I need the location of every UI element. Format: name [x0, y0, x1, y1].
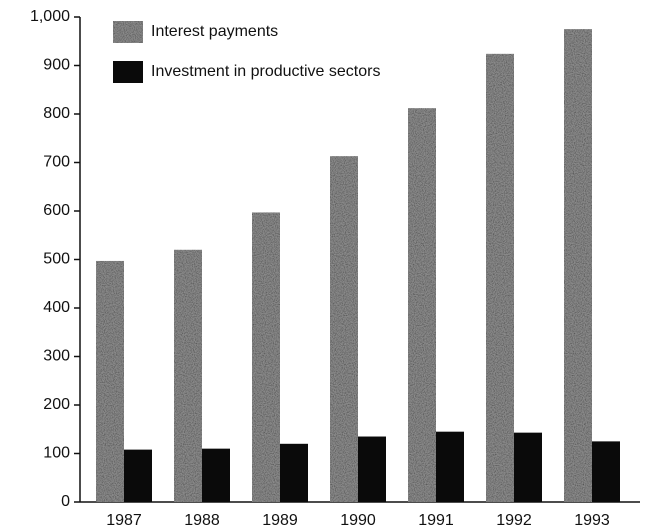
x-tick-label: 1988 [184, 512, 220, 529]
bar [330, 156, 358, 502]
bar [280, 443, 308, 502]
legend-swatch [113, 61, 143, 83]
y-tick-label: 400 [43, 299, 70, 316]
y-tick-label: 700 [43, 154, 70, 171]
y-tick-label: 900 [43, 57, 70, 74]
bar [124, 449, 152, 502]
bar [436, 431, 464, 502]
x-tick-label: 1990 [340, 512, 376, 529]
bar [564, 29, 592, 502]
x-tick-label: 1989 [262, 512, 298, 529]
legend-label: Interest payments [151, 23, 278, 40]
bar [96, 260, 124, 502]
y-tick-label: 200 [43, 396, 70, 413]
y-tick-label: 800 [43, 105, 70, 122]
bar [486, 53, 514, 503]
bar [592, 441, 620, 502]
bar [252, 212, 280, 502]
y-tick-label: 300 [43, 348, 70, 365]
bar [514, 432, 542, 502]
x-tick-label: 1992 [496, 512, 532, 529]
x-tick-label: 1987 [106, 512, 142, 529]
y-tick-label: 0 [61, 493, 70, 510]
bar [174, 249, 202, 502]
y-tick-label: 1,000 [30, 8, 70, 25]
y-tick-label: 600 [43, 202, 70, 219]
x-tick-label: 1993 [574, 512, 610, 529]
bar [408, 108, 436, 503]
y-tick-label: 100 [43, 445, 70, 462]
legend-swatch [113, 21, 143, 43]
y-tick-label: 500 [43, 251, 70, 268]
bar [202, 448, 230, 502]
legend-label: Investment in productive sectors [151, 63, 380, 80]
bar [358, 436, 386, 502]
x-tick-label: 1991 [418, 512, 454, 529]
